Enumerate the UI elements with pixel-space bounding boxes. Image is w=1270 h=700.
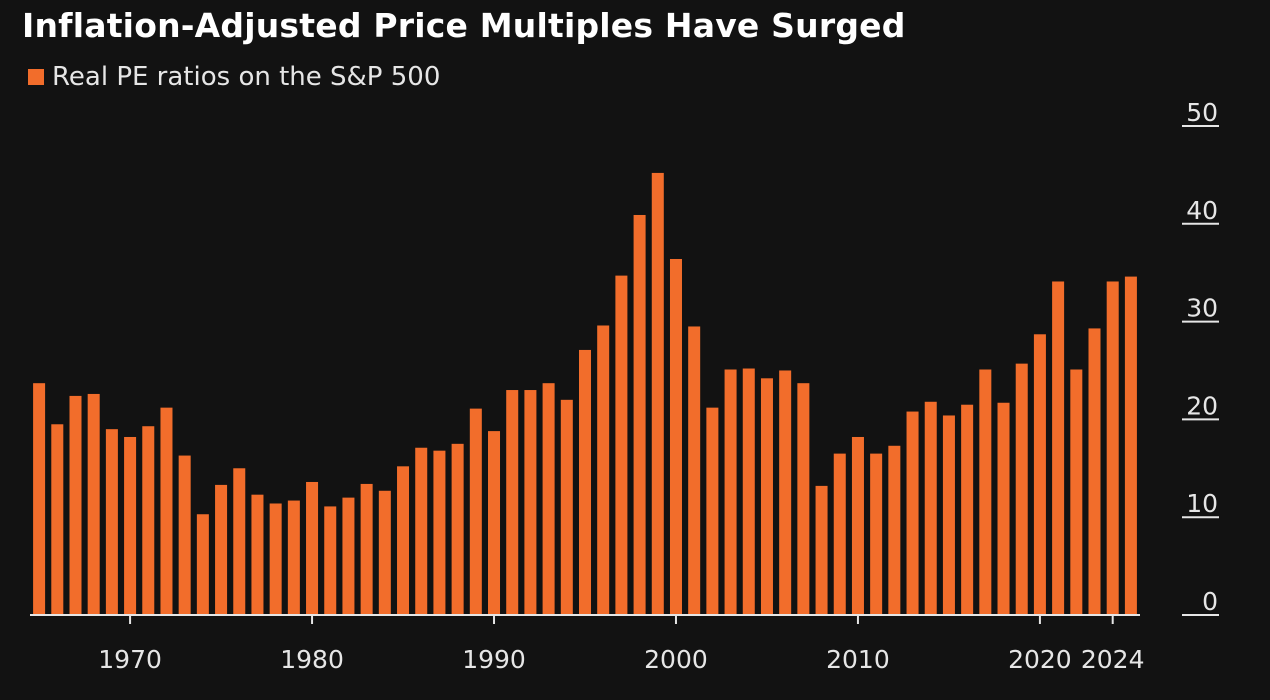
bar-1990	[488, 431, 501, 614]
bar-2019	[1015, 363, 1028, 614]
bar-1987	[433, 450, 446, 614]
bar-2008	[815, 485, 828, 614]
bar-1984	[378, 490, 391, 614]
bar-1976	[233, 468, 246, 614]
bar-1974	[196, 514, 209, 614]
bar-2001	[688, 326, 701, 614]
bar-2024	[1106, 281, 1119, 614]
x-tick-label-1980: 1980	[280, 645, 344, 674]
bar-1982	[342, 497, 355, 614]
bar-1972	[160, 407, 173, 614]
y-tick-label-10: 10	[1186, 489, 1218, 518]
bar-2006	[779, 370, 792, 614]
bar-2007	[797, 383, 810, 614]
bar-1980	[306, 481, 319, 614]
bar-1965	[33, 383, 46, 614]
x-tick-label-1970: 1970	[98, 645, 162, 674]
x-tick-label-1990: 1990	[462, 645, 526, 674]
y-tick-label-30: 30	[1186, 294, 1218, 323]
x-axis: 1970 1980 1990 2000 2010 2020 2024	[30, 614, 1145, 674]
bar-1992	[524, 390, 537, 614]
y-axis: 0 10 20 30 40 50	[1182, 98, 1219, 616]
y-tick-label-40: 40	[1186, 196, 1218, 225]
bar-2000	[669, 258, 682, 614]
x-tick-label-2010: 2010	[826, 645, 890, 674]
bar-2016	[961, 404, 974, 614]
bar-1986	[415, 447, 428, 614]
y-tick-label-0: 0	[1202, 587, 1218, 616]
bar-2010	[851, 436, 864, 614]
bar-1989	[469, 408, 482, 614]
bar-2021	[1052, 281, 1065, 614]
bar-2004	[742, 368, 755, 614]
y-tick-label-50: 50	[1186, 98, 1218, 127]
bar-1995	[579, 349, 592, 614]
bar-1967	[69, 395, 82, 614]
bar-1966	[51, 424, 64, 614]
bar-2022	[1070, 369, 1083, 614]
bar-1988	[451, 443, 464, 614]
legend: Real PE ratios on the S&P 500	[28, 62, 440, 92]
bar-2005	[760, 378, 773, 614]
bar-1970	[124, 436, 137, 614]
bar-2002	[706, 407, 719, 614]
bar-1998	[633, 214, 646, 615]
bar-1991	[506, 390, 519, 614]
x-tick-label-2020: 2020	[1008, 645, 1072, 674]
bar-2023	[1088, 328, 1101, 614]
bar-2011	[870, 453, 883, 614]
bar-1969	[105, 429, 118, 614]
bar-2013	[906, 411, 919, 614]
y-tick-label-20: 20	[1186, 391, 1218, 420]
bar-1983	[360, 483, 373, 614]
bar-2017	[979, 369, 992, 614]
bar-1977	[251, 494, 264, 614]
bars-group	[33, 172, 1137, 615]
bar-1985	[397, 466, 410, 614]
bar-1999	[651, 172, 664, 615]
bar-1993	[542, 383, 555, 614]
bar-1968	[87, 393, 100, 614]
legend-label: Real PE ratios on the S&P 500	[52, 62, 441, 92]
bar-1973	[178, 455, 191, 614]
bar-2009	[833, 453, 846, 614]
bar-1971	[142, 426, 155, 614]
bar-2020	[1033, 334, 1046, 614]
x-tick-label-2000: 2000	[644, 645, 708, 674]
bar-2015	[942, 415, 955, 614]
bar-2025	[1124, 276, 1137, 614]
bar-1979	[287, 500, 300, 614]
bar-1981	[324, 506, 337, 614]
bar-1997	[615, 275, 628, 614]
bar-2012	[888, 445, 901, 614]
bar-1978	[269, 503, 282, 614]
bar-2018	[997, 402, 1010, 614]
x-tick-label-2024: 2024	[1081, 645, 1145, 674]
bar-1994	[560, 399, 573, 614]
bar-2003	[724, 369, 737, 614]
bar-2014	[924, 401, 937, 614]
legend-swatch	[28, 69, 44, 85]
chart-title: Inflation-Adjusted Price Multiples Have …	[22, 6, 906, 45]
bar-1996	[597, 325, 610, 614]
bar-1975	[215, 484, 228, 614]
